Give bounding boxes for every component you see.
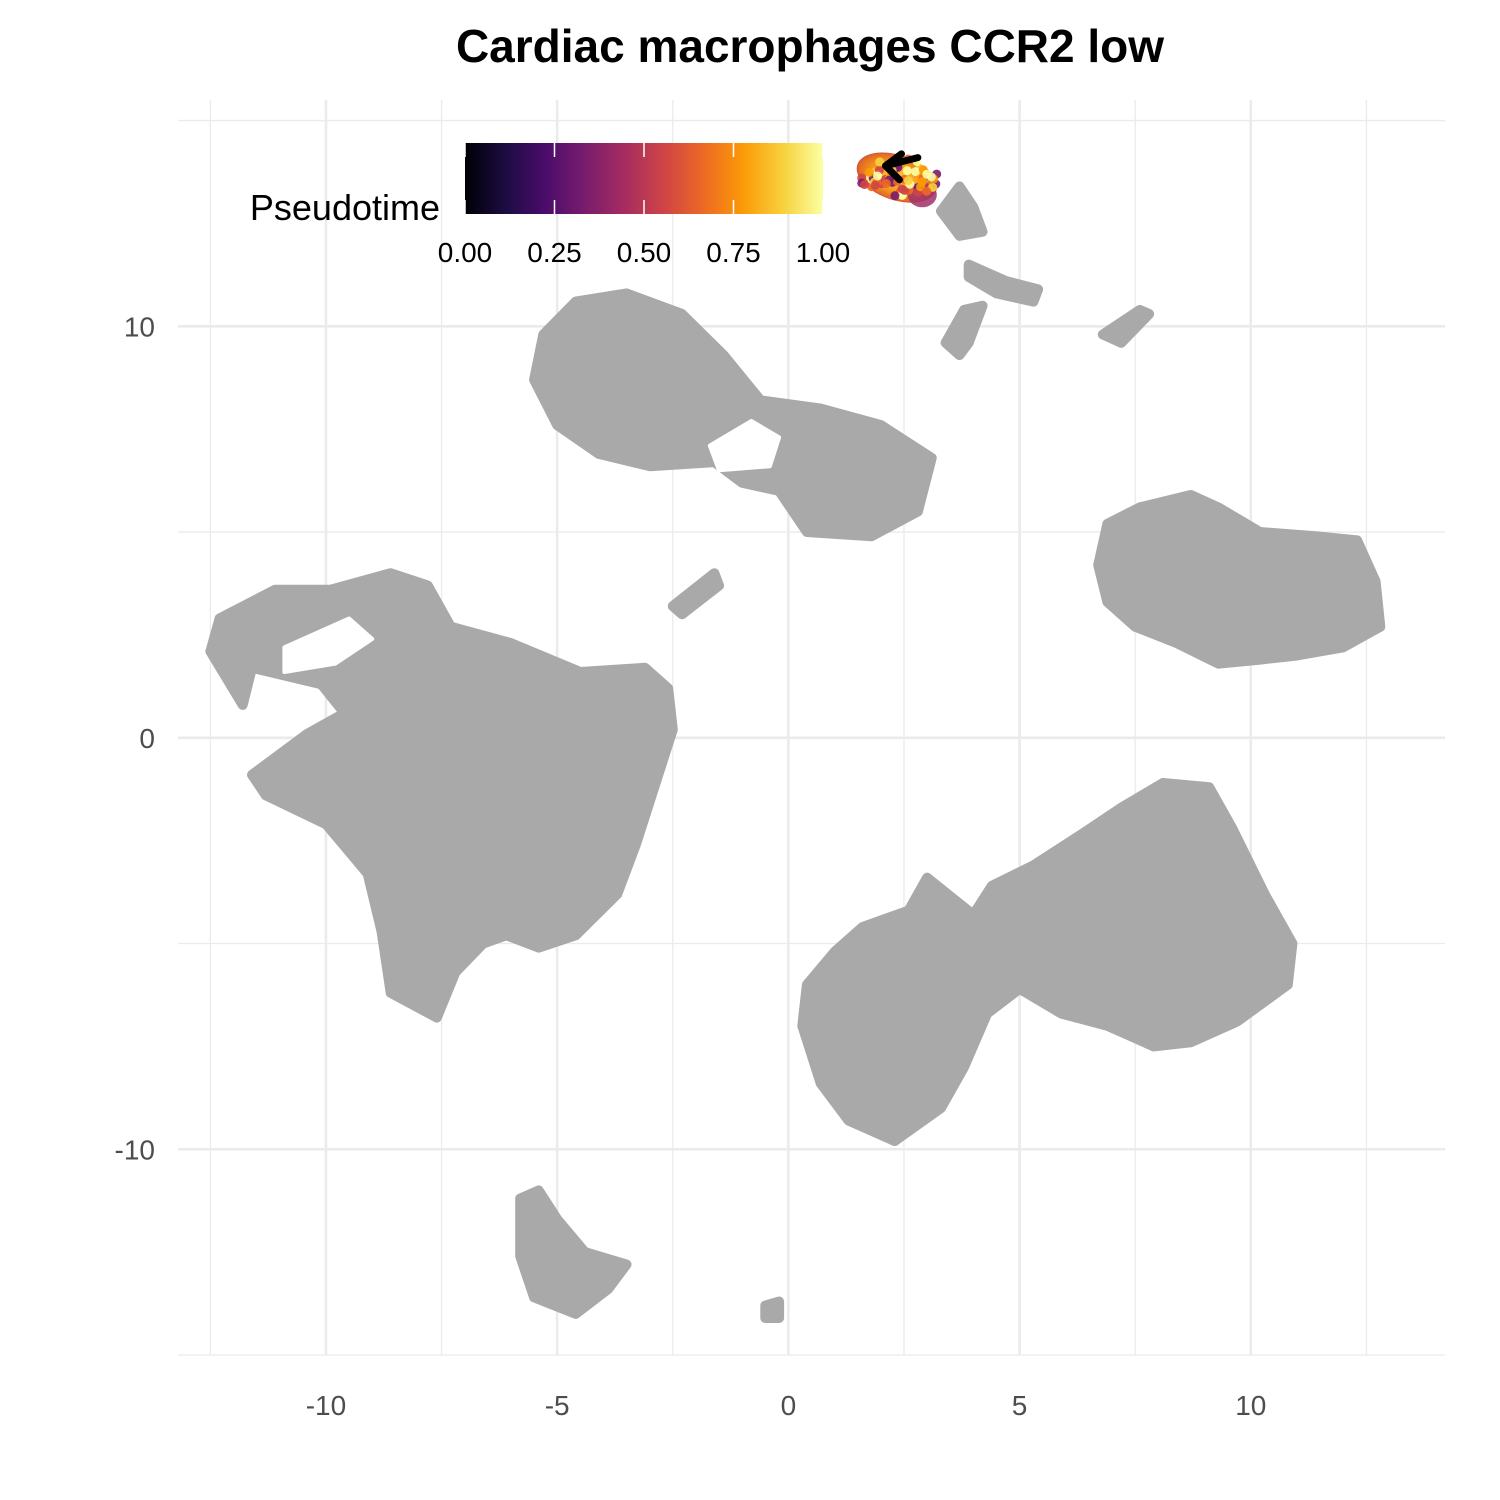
x-axis-ticks: -10 -5 0 5 10 (306, 1390, 1267, 1421)
cluster-left (205, 568, 678, 1023)
cluster-top-strip-1 (936, 181, 988, 241)
cluster-top-left (529, 288, 937, 542)
highlight-cell-point (859, 180, 869, 190)
x-tick-label: -5 (545, 1390, 570, 1421)
highlight-cell-point (911, 167, 921, 177)
legend-tick-label: 1.00 (796, 237, 851, 268)
trajectory-arrow (881, 150, 922, 184)
legend-tick-label: 0.25 (527, 237, 582, 268)
highlight-cell-point (870, 180, 880, 190)
highlight-cell-point (922, 186, 932, 196)
cluster-top-strip-2 (963, 259, 1044, 307)
highlight-cell-point (902, 166, 912, 176)
legend-tick-label: 0.00 (438, 237, 493, 268)
y-tick-label: 0 (139, 723, 155, 754)
legend-tick-label: 0.50 (617, 237, 672, 268)
chart-title: Cardiac macrophages CCR2 low (456, 20, 1164, 72)
hole-left (282, 616, 375, 674)
highlight-cell-point (875, 157, 885, 167)
background-clusters (205, 181, 1386, 1323)
y-axis-ticks: 10 0 -10 (115, 311, 155, 1165)
highlight-cell-point (917, 177, 927, 187)
legend-title: Pseudotime (250, 187, 440, 228)
highlight-cell-point (922, 169, 932, 179)
legend-tick-label: 0.75 (706, 237, 761, 268)
cluster-bottom-left (515, 1185, 632, 1319)
hole-top-left (707, 419, 782, 473)
cluster-top-strip-4 (1097, 304, 1155, 348)
highlight-cell-point (890, 191, 900, 201)
highlight-cell-point (903, 176, 913, 186)
x-tick-label: 5 (1012, 1390, 1028, 1421)
highlight-cluster (856, 150, 942, 208)
y-tick-label: -10 (115, 1134, 155, 1165)
highlight-cell-point (897, 184, 907, 194)
cluster-top-strip-3 (940, 300, 988, 361)
legend: Pseudotime 0.00 0.25 0.50 0.75 1.00 (250, 143, 850, 268)
legend-ticks: 0.00 0.25 0.50 0.75 1.00 (438, 143, 851, 268)
highlight-cell-point (873, 171, 883, 181)
x-tick-label: 0 (781, 1390, 797, 1421)
highlight-cell-point (864, 167, 874, 177)
cluster-bottom-middle (797, 778, 1298, 1146)
cluster-right (1093, 490, 1386, 669)
x-tick-label: 10 (1235, 1390, 1266, 1421)
highlight-cell-point (881, 179, 891, 189)
cluster-mid-strip (667, 568, 724, 620)
cluster-small-dot (760, 1296, 785, 1323)
y-tick-label: 10 (124, 311, 155, 342)
x-tick-label: -10 (306, 1390, 346, 1421)
